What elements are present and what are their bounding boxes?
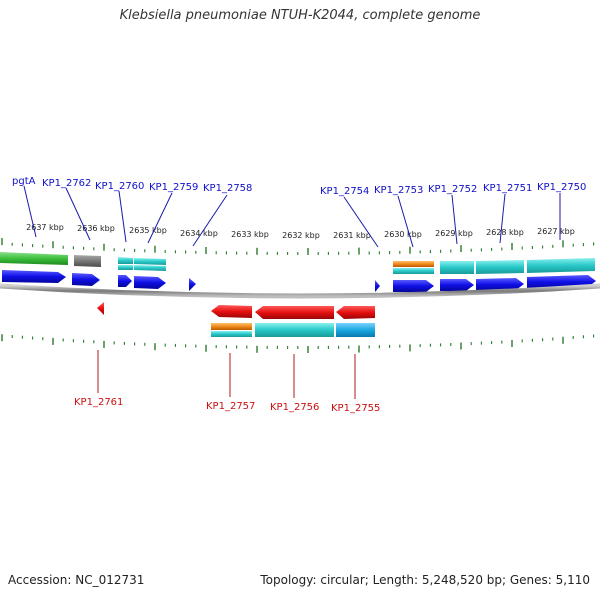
leader-line-KP1_2751 [499,193,506,244]
gene-feature-KP1_2757[interactable] [211,323,252,330]
scale-label: 2633 kbp [231,230,269,239]
gene-label-KP1_2756[interactable]: KP1_2756 [270,402,319,413]
scale-label: 2628 kbp [486,228,524,237]
leader-line-KP1_2754 [343,196,379,248]
gene-feature-KP1_2751[interactable] [476,260,524,274]
gene-label-KP1_2754[interactable]: KP1_2754 [320,186,369,197]
gene-label-KP1_2753[interactable]: KP1_2753 [374,185,423,196]
gene-feature-KP1_2750[interactable] [527,258,595,273]
scale-label: 2630 kbp [384,230,422,239]
cds-arrow-KP1_2762[interactable] [72,273,100,286]
cds-arrow-KP1_2759[interactable] [134,276,166,289]
leader-line-KP1_2753 [397,195,414,248]
genome-backbone [0,283,600,299]
gene-label-KP1_2761[interactable]: KP1_2761 [74,397,123,408]
leader-line-pgtA [23,185,37,238]
feature-track-upper [0,252,595,274]
scale-label: 2635 kbp [129,226,167,235]
accession-text: Accession: NC_012731 [8,573,145,587]
gene-label-KP1_2755[interactable]: KP1_2755 [331,403,380,414]
gene-label-KP1_2752[interactable]: KP1_2752 [428,184,477,195]
gene-label-pgtA[interactable]: pgtA [12,176,36,187]
forward-cds-track [2,270,596,292]
scale-label: 2631 kbp [333,231,371,240]
genome-title: Klebsiella pneumoniae NTUH-K2044, comple… [119,8,481,23]
gene-feature-KP1_2759-b[interactable] [134,265,166,271]
leader-line-KP1_2759 [147,192,173,244]
scale-ruler-bottom [1,334,595,353]
scale-label: 2636 kbp [77,224,115,233]
gene-label-KP1_2762[interactable]: KP1_2762 [42,178,91,189]
genome-summary-text: Topology: circular; Length: 5,248,520 bp… [260,573,590,587]
gene-feature-KP1_2760-b[interactable] [118,265,133,270]
cds-arrow-pgtA[interactable] [2,270,66,283]
cds-arrow-KP1_2757[interactable] [211,305,252,318]
gene-feature-KP1_2752[interactable] [440,261,474,274]
scale-label: 2627 kbp [537,227,575,236]
cds-arrow-KP1_2761[interactable] [97,302,104,315]
leader-line-KP1_2762 [65,187,91,241]
gene-label-KP1_2757[interactable]: KP1_2757 [206,401,255,412]
gene-feature-KP1_2756[interactable] [255,323,334,337]
cds-arrow-KP1_2751[interactable] [476,278,524,291]
gene-feature-KP1_2753-b[interactable] [393,268,434,274]
cds-arrow-KP1_2752[interactable] [440,279,474,291]
leader-line-KP1_2760 [118,190,127,243]
gene-feature-KP1_2760[interactable] [118,257,133,264]
cds-arrow-KP1_2756[interactable] [255,306,334,319]
leader-line-KP1_2758 [192,194,228,247]
reverse-cds-track [97,302,375,319]
gene-label-KP1_2750[interactable]: KP1_2750 [537,182,586,193]
cds-arrow-KP1_2753[interactable] [393,280,434,292]
scale-label: 2634 kbp [180,229,218,238]
gene-feature-KP1_2759[interactable] [134,258,166,265]
gene-label-KP1_2760[interactable]: KP1_2760 [95,181,144,192]
gene-label-KP1_2751[interactable]: KP1_2751 [483,183,532,194]
gene-feature-KP1_2762[interactable] [74,255,101,267]
scale-label: 2632 kbp [282,231,320,240]
feature-track-lower [211,323,375,337]
leader-line-KP1_2752 [451,194,458,245]
cds-arrow-KP1_2755[interactable] [336,306,375,319]
cds-arrow-KP1_2760[interactable] [118,275,132,287]
scale-label: 2629 kbp [435,229,473,238]
gene-feature-pgtA[interactable] [0,252,68,265]
gene-label-KP1_2759[interactable]: KP1_2759 [149,182,198,193]
gene-label-KP1_2758[interactable]: KP1_2758 [203,183,252,194]
scale-ruler-top [1,238,595,255]
gene-feature-KP1_2757-b[interactable] [211,331,252,337]
scale-label: 2637 kbp [26,223,64,232]
gene-feature-KP1_2753[interactable] [393,261,434,267]
gene-feature-KP1_2755[interactable] [336,323,375,337]
cds-arrow-KP1_2758[interactable] [189,278,196,291]
cds-arrow-KP1_2754[interactable] [375,280,380,292]
